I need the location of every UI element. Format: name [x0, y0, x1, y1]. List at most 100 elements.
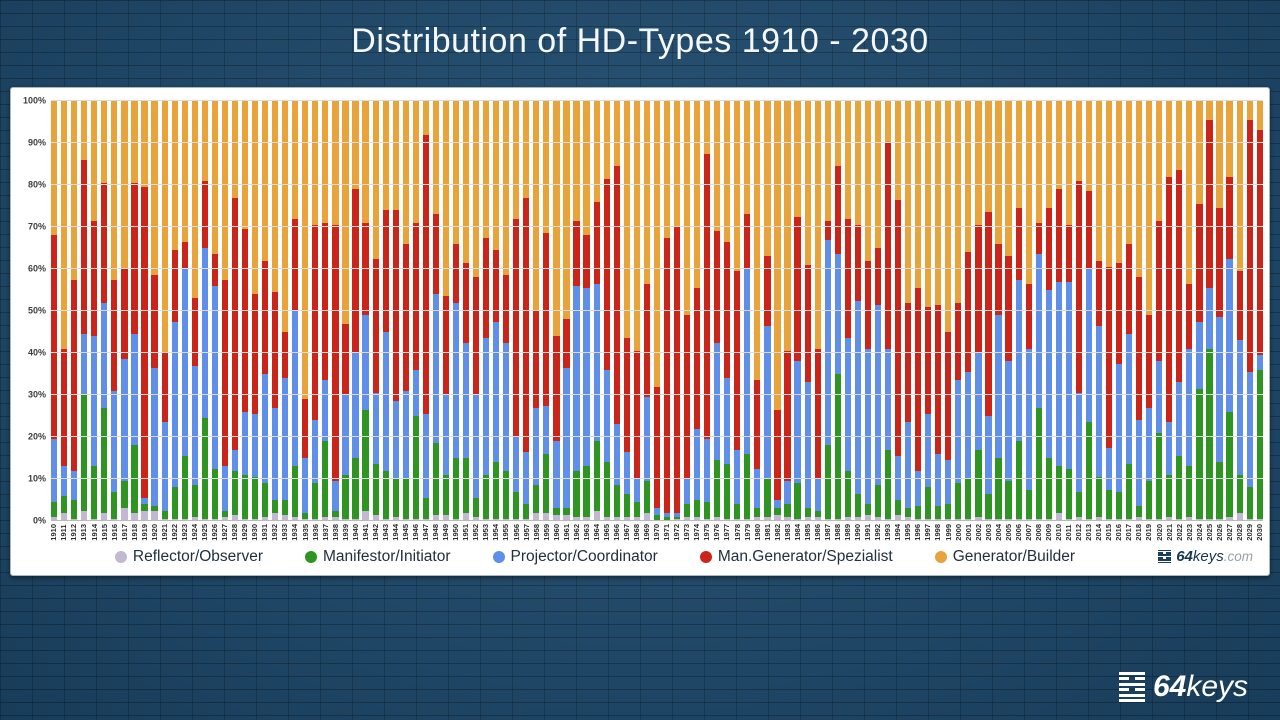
bar-segment — [342, 101, 349, 324]
bar-segment — [1015, 518, 1022, 521]
bar — [1035, 101, 1042, 521]
bar-segment — [292, 466, 299, 517]
bar-segment — [573, 220, 580, 286]
bar-segment — [493, 462, 500, 519]
bar-segment — [91, 101, 98, 221]
bar-segment — [864, 260, 871, 349]
bar-segment — [362, 315, 369, 410]
bar-segment — [613, 101, 620, 167]
bar — [894, 101, 902, 521]
bar-segment — [1025, 489, 1032, 519]
bar — [734, 101, 741, 521]
x-tick-label: 1983 — [782, 524, 792, 541]
x-tick-label: 1955 — [501, 524, 511, 541]
bar-segment — [452, 101, 460, 244]
legend: Reflector/Observer Manifestor/Initiator … — [11, 544, 1269, 570]
x-tick-label: 1946 — [411, 524, 421, 541]
bar-segment — [422, 518, 429, 521]
bar — [493, 101, 500, 521]
bar-segment — [935, 101, 942, 305]
bar-segment — [81, 334, 88, 395]
bar-segment — [1005, 518, 1012, 521]
bar-segment — [945, 504, 952, 519]
bar-segment — [251, 476, 259, 519]
x-tick-label: 2012 — [1074, 524, 1084, 541]
bar-segment — [1146, 407, 1153, 482]
bar-segment — [1176, 455, 1183, 519]
bar-segment — [392, 101, 399, 211]
bar-segment — [402, 518, 409, 521]
bar-segment — [533, 485, 540, 513]
bar-segment — [382, 470, 389, 519]
x-tick-label: 1922 — [169, 524, 179, 541]
bar-segment — [754, 380, 761, 469]
bar-segment — [221, 466, 228, 511]
bar-segment — [593, 101, 600, 202]
bar-segment — [985, 416, 992, 494]
bar-segment — [613, 424, 620, 486]
x-tick-label: 1973 — [682, 524, 692, 541]
bar-segment — [1015, 441, 1022, 519]
bar — [904, 101, 912, 521]
bar-segment — [231, 470, 239, 515]
bar-segment — [272, 407, 279, 501]
bar-segment — [342, 395, 349, 475]
bar-segment — [201, 101, 208, 181]
bar-segment — [1186, 466, 1193, 517]
bar-segment — [603, 369, 610, 463]
bar-segment — [884, 143, 892, 349]
bar-segment — [925, 518, 932, 521]
plot-area: 1910 1911 1912 1913 1914 1915 1916 1917 1918 1919… — [23, 96, 1264, 541]
reflector-dot-icon — [114, 551, 127, 563]
bar-segment — [1065, 518, 1072, 521]
bar-segment — [51, 516, 58, 521]
bar — [714, 101, 721, 521]
bar-segment — [231, 514, 239, 521]
bar-segment — [945, 460, 952, 505]
bar-segment — [432, 101, 439, 215]
bar-segment — [302, 101, 309, 400]
bar-segment — [181, 269, 188, 456]
bar-segment — [1105, 518, 1113, 521]
bar-segment — [282, 514, 289, 521]
x-tick-label: 1911 — [59, 524, 69, 541]
gridline — [51, 184, 1263, 185]
bar-segment — [483, 518, 490, 521]
bar — [1126, 101, 1133, 521]
bar — [603, 101, 610, 521]
bar — [1025, 101, 1032, 521]
x-tick-label: 1963 — [581, 524, 591, 541]
bar — [975, 101, 982, 521]
bar-segment — [282, 332, 289, 379]
bar — [955, 101, 962, 521]
x-tick-label: 1919 — [139, 524, 149, 541]
x-tick-label: 1927 — [220, 524, 230, 541]
bar-segment — [533, 512, 540, 521]
bar-segment — [191, 101, 198, 299]
bar-segment — [694, 516, 701, 521]
bar-segment — [1126, 243, 1133, 335]
bar — [543, 101, 550, 521]
bar-segment — [402, 243, 409, 391]
bar-segment — [643, 512, 650, 521]
bar-segment — [261, 516, 269, 521]
bar-segment — [1126, 334, 1133, 465]
x-tick-label: 1952 — [471, 524, 481, 541]
bar-segment — [1136, 101, 1143, 278]
x-tick-label: 2009 — [1043, 524, 1053, 541]
bar-segment — [623, 338, 630, 452]
bar-segment — [1065, 224, 1072, 282]
bar-segment — [975, 224, 982, 354]
bar-segment — [603, 516, 610, 521]
bar-segment — [412, 101, 419, 223]
bar-segment — [744, 101, 751, 215]
bar-segment — [382, 518, 389, 521]
bar-segment — [925, 487, 932, 519]
bar-segment — [854, 224, 861, 301]
bar-segment — [573, 516, 580, 521]
bar-segment — [754, 468, 761, 509]
bar-segment — [523, 101, 530, 198]
brand-rest: keys — [1192, 548, 1224, 565]
bar-segment — [251, 413, 259, 477]
bar-segment — [71, 518, 78, 521]
